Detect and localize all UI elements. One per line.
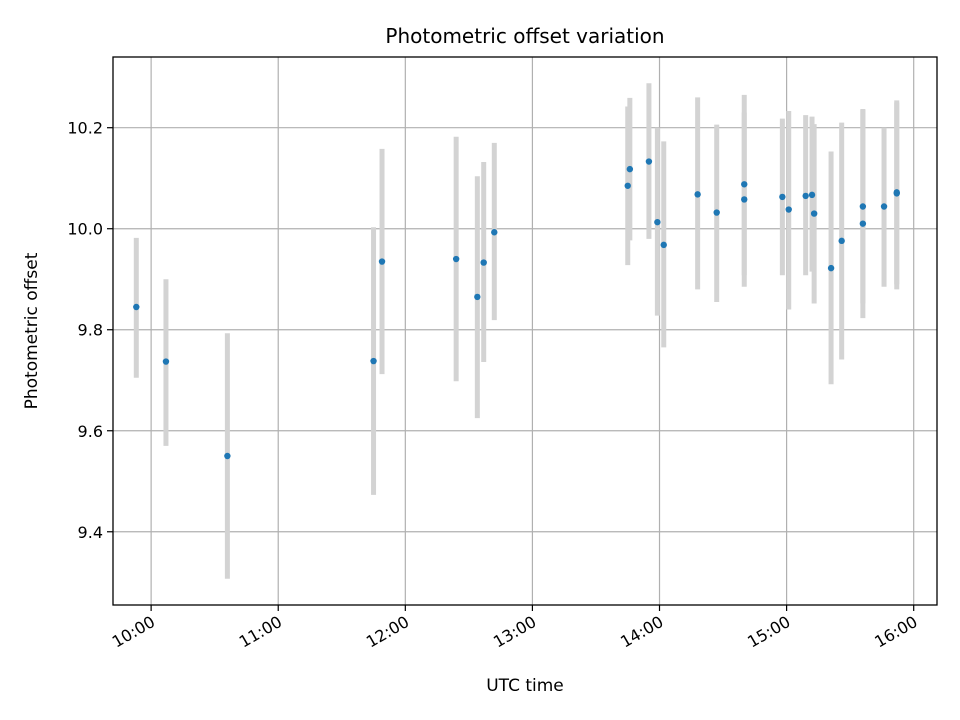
data-point [660, 241, 667, 249]
data-point [827, 264, 835, 272]
data-point [162, 358, 170, 365]
data-point [491, 229, 498, 236]
data-point [785, 206, 792, 213]
data-points [133, 158, 900, 460]
data-point [654, 218, 661, 226]
data-point [133, 303, 140, 311]
data-point [741, 196, 748, 203]
data-point [893, 190, 900, 197]
y-tick-label: 9.4 [78, 523, 103, 542]
data-point [626, 165, 634, 173]
x-axis-title: UTC time [486, 676, 564, 696]
data-point [741, 181, 748, 188]
data-point [859, 203, 867, 210]
data-point [859, 220, 867, 227]
data-point [880, 203, 888, 210]
data-point [624, 182, 631, 189]
y-tick-label: 9.8 [78, 321, 103, 340]
data-point [802, 192, 809, 200]
y-axis-title: Photometric offset [22, 252, 42, 409]
y-tick-label: 10.2 [67, 119, 103, 138]
data-point [224, 452, 231, 460]
data-point [810, 210, 818, 217]
y-tick-label: 10.0 [67, 220, 103, 239]
data-point [452, 255, 460, 263]
data-point [779, 193, 786, 201]
y-axis: 9.4 9.6 9.8 10.0 10.2 [67, 119, 113, 542]
data-point [808, 191, 816, 199]
data-point [370, 357, 377, 365]
y-tick-label: 9.6 [78, 422, 103, 441]
chart-title: Photometric offset variation [385, 24, 664, 48]
data-point [694, 191, 701, 198]
data-point [645, 158, 653, 165]
plot-frame [112, 56, 938, 606]
data-point [480, 259, 487, 266]
data-point [474, 293, 481, 301]
data-point [378, 258, 386, 265]
data-point [713, 209, 720, 216]
data-point [838, 237, 845, 245]
